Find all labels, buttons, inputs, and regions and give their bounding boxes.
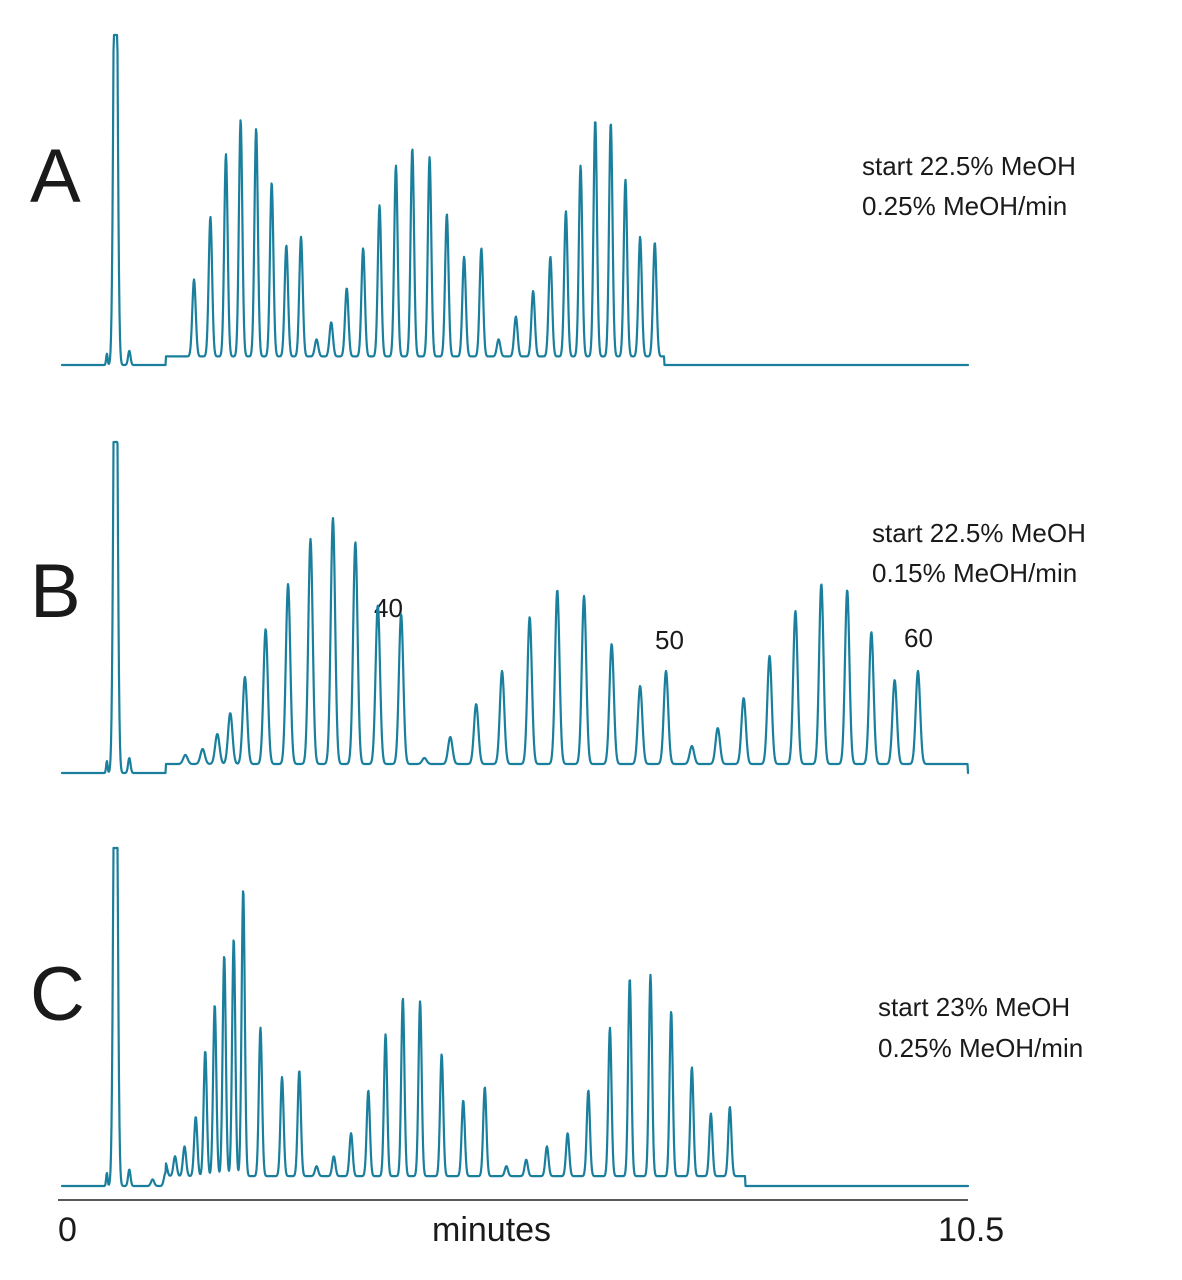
peak-label-50: 50 xyxy=(655,625,684,655)
panel-c-condition-start: start 23% MeOH xyxy=(878,992,1070,1022)
panel-c-trace xyxy=(60,846,970,1188)
panel-b-trace xyxy=(60,440,970,775)
peak-label-60: 60 xyxy=(904,623,933,653)
panel-b-condition-gradient: 0.15% MeOH/min xyxy=(872,558,1077,588)
x-axis-title: minutes xyxy=(432,1211,551,1249)
panel-c-condition-gradient: 0.25% MeOH/min xyxy=(878,1033,1083,1063)
panel-a-trace xyxy=(60,33,970,367)
panel-c-letter: C xyxy=(30,952,85,1037)
panel-b-condition-start: start 22.5% MeOH xyxy=(872,518,1086,548)
panel-a-letter: A xyxy=(30,134,81,219)
x-axis-min-label: 0 xyxy=(58,1211,77,1249)
x-axis-max-label: 10.5 xyxy=(938,1211,1004,1249)
panel-b-letter: B xyxy=(30,549,81,634)
panel-a-condition-start: start 22.5% MeOH xyxy=(862,151,1076,181)
panel-a-condition-gradient: 0.25% MeOH/min xyxy=(862,191,1067,221)
